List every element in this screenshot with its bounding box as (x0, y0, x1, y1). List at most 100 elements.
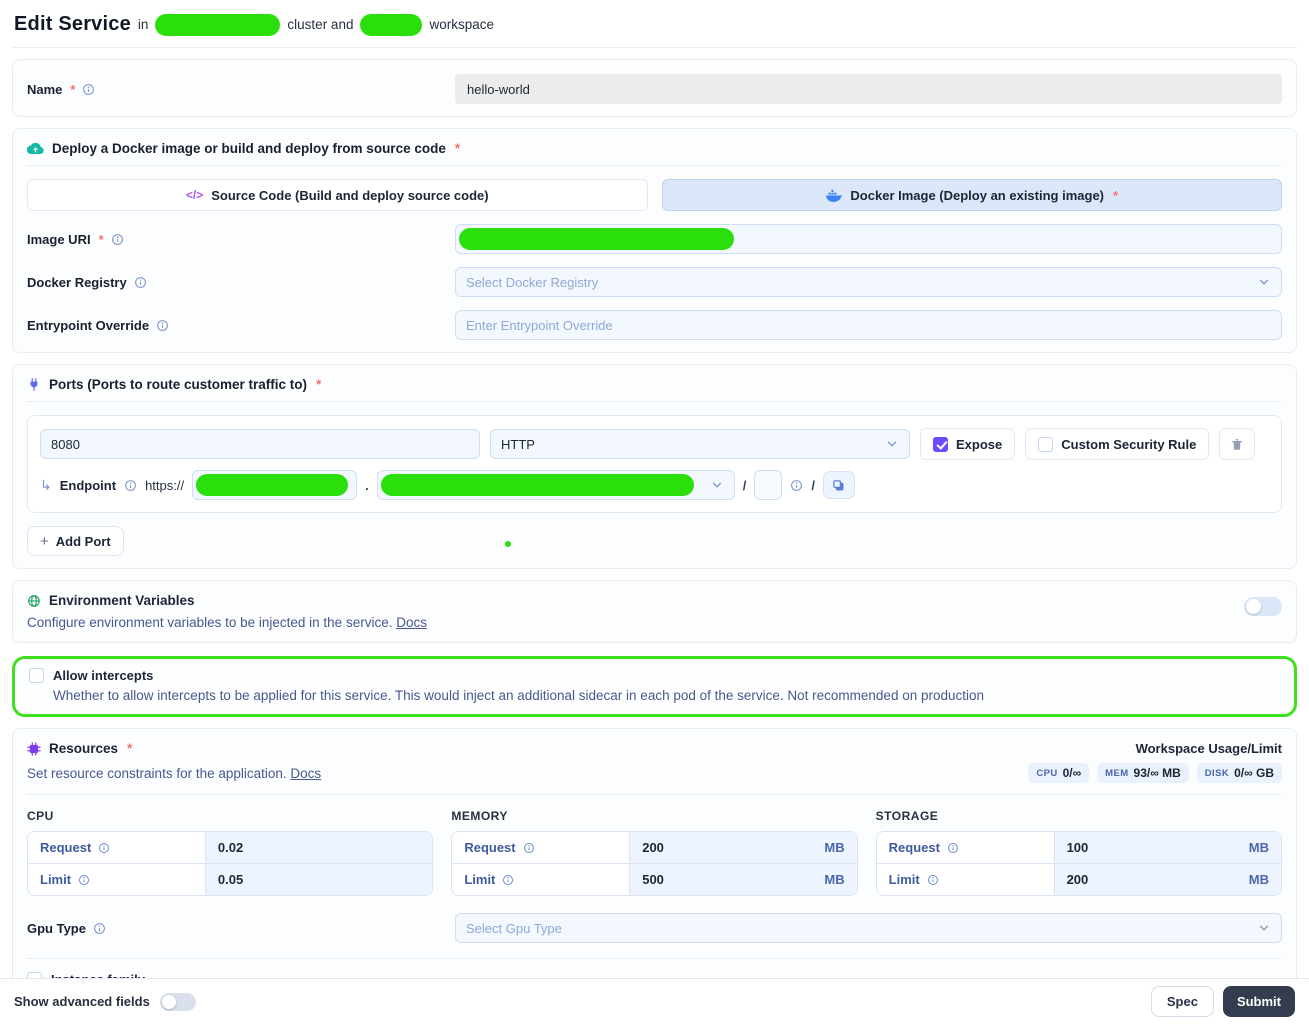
allow-intercepts-description: Whether to allow intercepts to be applie… (53, 688, 985, 703)
info-icon[interactable] (790, 479, 803, 492)
docker-whale-icon (826, 189, 843, 202)
endpoint-arrow-icon: ↳ (40, 476, 52, 493)
cpu-limit-value: 0.05 (217, 872, 244, 887)
chevron-down-icon (1259, 925, 1269, 931)
workspace-usage-title: Workspace Usage/Limit (1135, 741, 1282, 756)
divider (27, 958, 1282, 959)
docker-registry-label: Docker Registry (27, 274, 127, 290)
info-icon[interactable] (156, 319, 169, 332)
cpu-request-input[interactable]: 0.02 (205, 832, 433, 863)
form-content: Edit Service in cluster and workspace Na… (0, 0, 1309, 978)
resources-docs-link[interactable]: Docs (290, 765, 322, 781)
required-marker: * (316, 377, 322, 392)
name-section: Name * hello-world (12, 59, 1297, 117)
gpu-type-select[interactable]: Select Gpu Type (455, 913, 1282, 943)
info-icon[interactable] (93, 922, 106, 935)
redacted-workspace-name (360, 13, 423, 36)
add-port-button[interactable]: + Add Port (27, 526, 124, 556)
cpu-request-row: Request 0.02 (28, 832, 433, 863)
memory-request-row: Request 200 MB (452, 832, 857, 863)
endpoint-path-input[interactable] (754, 470, 783, 500)
expose-checkbox-button[interactable]: Expose (920, 428, 1016, 460)
env-vars-toggle[interactable] (1244, 597, 1282, 616)
add-port-label: Add Port (55, 533, 111, 549)
cpu-resource-group: CPU Request 0.02 Limit 0.05 (27, 809, 434, 896)
memory-limit-row: Limit 500 MB (452, 863, 857, 895)
usage-badge-cpu: CPU 0/∞ (1028, 763, 1090, 783)
tab-docker-image[interactable]: Docker Image (Deploy an existing image) * (661, 179, 1282, 211)
info-icon[interactable] (134, 276, 147, 289)
port-number-value: 8080 (51, 436, 80, 452)
protocol-select[interactable]: HTTP (490, 429, 910, 459)
chevron-down-icon (712, 482, 721, 488)
badge-value: 0/∞ GB (1234, 766, 1274, 780)
header-cluster-text: cluster and (287, 17, 354, 32)
image-uri-input[interactable] (455, 224, 1282, 254)
storage-resource-group: STORAGE Request 100 MB Limit 200 MB (875, 809, 1282, 896)
memory-request-input[interactable]: 200 MB (630, 832, 857, 863)
copy-endpoint-button[interactable] (822, 471, 855, 499)
show-advanced-toggle[interactable] (159, 992, 196, 1011)
deploy-section: Deploy a Docker image or build and deplo… (12, 128, 1297, 353)
image-uri-label: Image URI (27, 231, 91, 247)
trash-icon (1232, 438, 1243, 450)
memory-limit-input[interactable]: 500 MB (630, 864, 857, 895)
toggle-knob (161, 994, 176, 1009)
endpoint-label: Endpoint (59, 477, 117, 493)
custom-security-rule-checkbox[interactable] (1038, 436, 1054, 452)
expose-label: Expose (956, 436, 1003, 452)
endpoint-domain-select[interactable] (376, 470, 735, 500)
deploy-title: Deploy a Docker image or build and deplo… (52, 141, 446, 156)
docker-registry-select[interactable]: Select Docker Registry (455, 267, 1282, 297)
endpoint-subdomain-input[interactable] (192, 470, 358, 500)
code-icon: </> (185, 188, 204, 202)
storage-limit-row: Limit 200 MB (876, 863, 1281, 895)
delete-port-button[interactable] (1219, 428, 1256, 460)
allow-intercepts-checkbox[interactable] (29, 668, 44, 683)
required-marker: * (70, 81, 76, 97)
name-input[interactable]: hello-world (455, 74, 1282, 104)
chevron-down-icon (1259, 279, 1269, 285)
info-icon[interactable] (523, 842, 535, 854)
instance-family-checkbox[interactable] (27, 972, 42, 978)
chip-icon (27, 741, 41, 756)
info-icon[interactable] (111, 233, 124, 246)
info-icon[interactable] (82, 83, 95, 96)
storage-limit-input[interactable]: 200 MB (1054, 864, 1281, 895)
env-docs-link[interactable]: Docs (396, 615, 427, 630)
info-icon[interactable] (78, 874, 90, 886)
redacted-endpoint-domain (380, 474, 694, 496)
info-icon[interactable] (947, 842, 959, 854)
env-vars-section: Environment Variables Configure environm… (12, 580, 1297, 643)
required-marker: * (454, 141, 461, 156)
info-icon[interactable] (502, 874, 514, 886)
limit-label: Limit (888, 872, 920, 887)
globe-icon (28, 594, 40, 607)
port-number-input[interactable]: 8080 (40, 429, 480, 459)
gpu-type-label: Gpu Type (27, 920, 86, 936)
info-icon[interactable] (927, 874, 939, 886)
cpu-limit-input[interactable]: 0.05 (205, 864, 433, 895)
resources-section: Resources * Workspace Usage/Limit Set res… (12, 728, 1297, 978)
redacted-cluster-name (155, 13, 281, 36)
request-label: Request (464, 840, 516, 855)
entrypoint-input[interactable]: Enter Entrypoint Override (455, 310, 1282, 340)
allow-intercepts-section: Allow intercepts Whether to allow interc… (12, 656, 1297, 717)
custom-security-rule-button[interactable]: Custom Security Rule (1025, 428, 1210, 460)
name-value: hello-world (467, 81, 530, 97)
request-label: Request (888, 840, 940, 855)
info-icon[interactable] (124, 479, 137, 492)
endpoint-slash-separator: / (811, 477, 815, 493)
badge-value: 0/∞ (1062, 766, 1082, 780)
cloud-upload-icon (27, 142, 44, 155)
storage-request-input[interactable]: 100 MB (1054, 832, 1281, 863)
redacted-image-uri (459, 228, 734, 250)
submit-button[interactable]: Submit (1222, 986, 1295, 1017)
unit-label: MB (824, 872, 845, 887)
name-label: Name (27, 81, 63, 97)
tab-source-code[interactable]: </> Source Code (Build and deploy source… (27, 179, 648, 211)
spec-button[interactable]: Spec (1150, 986, 1214, 1017)
expose-checkbox[interactable] (933, 436, 948, 452)
info-icon[interactable] (98, 842, 110, 854)
